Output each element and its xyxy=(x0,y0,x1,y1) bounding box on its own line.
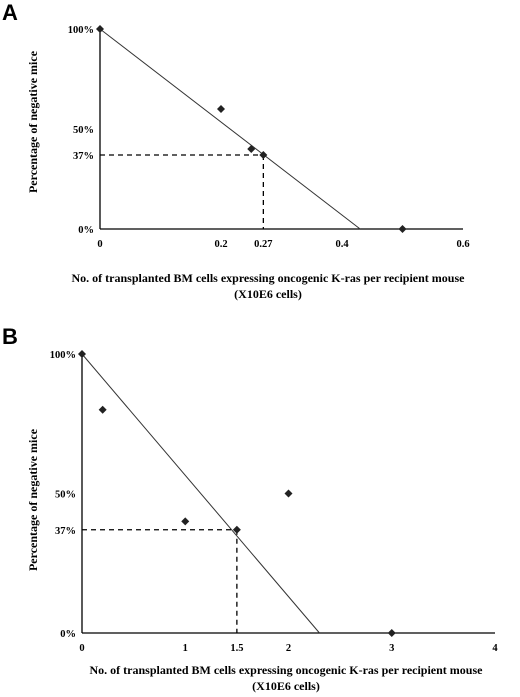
chart-a-x-tick-label: 0.2 xyxy=(214,239,227,250)
chart-a-data-point xyxy=(259,151,268,159)
chart-b-x-tick-label: 4 xyxy=(492,643,498,654)
chart-a-x-axis-title: No. of transplanted BM cells expressing … xyxy=(72,271,466,285)
chart-a-y-axis-title: Percentage of negative mice xyxy=(26,50,40,193)
chart-b-x-tick-label: 2 xyxy=(286,643,291,654)
chart-b-x-tick-label: 0 xyxy=(79,643,84,654)
chart-a-data-point xyxy=(398,225,407,233)
chart-a: 0 0.2 0.27 0.4 0.6 0% 37% 50% 100% xyxy=(68,25,470,250)
chart-b-y-tick-label: 50% xyxy=(55,490,76,501)
chart-b-data-point xyxy=(232,525,241,534)
chart-b-data-point xyxy=(284,489,293,498)
chart-b-data-point xyxy=(98,405,107,414)
chart-a-fit-line xyxy=(99,28,361,230)
chart-b-data-point xyxy=(387,629,396,637)
chart-b-y-tick-label: 100% xyxy=(50,350,76,361)
panel-label-b: B xyxy=(2,324,18,349)
chart-b-x-axis-title-line2: (X10E6 cells) xyxy=(252,679,320,693)
chart-b-fit-line xyxy=(81,353,320,634)
chart-b: 0 1 1.5 2 3 4 0% 37% 50% 100% xyxy=(50,350,498,654)
chart-a-x-tick-label: 0 xyxy=(97,239,102,250)
chart-b-data-point xyxy=(78,350,86,358)
chart-a-x-tick-label: 0.4 xyxy=(335,239,349,250)
chart-b-y-tick-label: 37% xyxy=(55,526,76,537)
chart-b-x-tick-label: 3 xyxy=(389,643,394,654)
chart-b-x-tick-label: 1.5 xyxy=(230,643,243,654)
chart-a-data-point xyxy=(96,25,104,33)
chart-a-x-tick-label: 0.27 xyxy=(254,239,272,250)
chart-b-x-axis-title: No. of transplanted BM cells expressing … xyxy=(90,663,484,677)
chart-b-y-axis-title: Percentage of negative mice xyxy=(26,428,40,571)
chart-b-x-tick-label: 1 xyxy=(183,643,188,654)
chart-a-data-point xyxy=(247,145,256,153)
chart-b-y-tick-label: 0% xyxy=(60,629,76,640)
chart-a-data-point xyxy=(217,105,225,113)
chart-b-data-point xyxy=(181,517,190,526)
chart-a-x-tick-label: 0.6 xyxy=(456,239,469,250)
panel-label-a: A xyxy=(2,0,18,25)
chart-a-y-tick-label: 0% xyxy=(78,225,94,236)
chart-a-x-axis-title-line2: (X10E6 cells) xyxy=(234,287,302,301)
chart-a-y-tick-label: 37% xyxy=(73,151,94,162)
chart-a-y-tick-label: 50% xyxy=(73,125,94,136)
chart-a-y-tick-label: 100% xyxy=(68,25,94,36)
